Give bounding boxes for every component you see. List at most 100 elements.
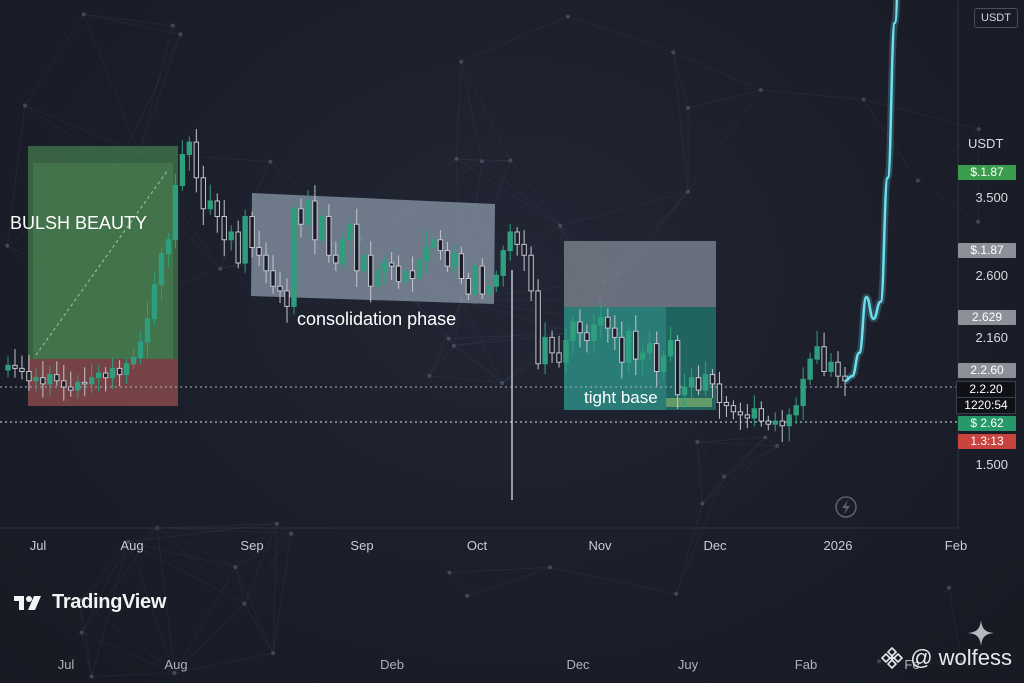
candle-body: [605, 316, 611, 329]
tradingview-logo-icon: [14, 595, 41, 610]
candle-body: [653, 343, 660, 373]
candle-body: [235, 231, 241, 264]
binance-diamond-icon: [881, 646, 904, 670]
candle-body: [354, 223, 360, 272]
candle-body: [765, 420, 771, 425]
candle-body: [123, 363, 130, 376]
candle-body: [395, 265, 402, 283]
candle-body: [563, 340, 569, 363]
x-tick-label: Sep: [350, 538, 374, 553]
candle-body: [26, 371, 32, 382]
candle-body: [12, 364, 18, 369]
stop-price-badge: 1.3:13: [958, 434, 1016, 449]
tradingview-logo: TradingView: [14, 591, 166, 614]
candle-body: [381, 262, 388, 272]
candle-body: [137, 341, 144, 359]
candle-body: [730, 405, 737, 413]
candle-body: [793, 405, 799, 416]
candle-body: [807, 358, 813, 380]
current-price-badge: 2.2.20: [956, 381, 1016, 398]
candle-body: [472, 265, 479, 295]
candle-body: [507, 231, 513, 252]
candle-body: [263, 254, 269, 272]
consolidation-box: [251, 193, 495, 304]
x-tick-label-secondary: Aug: [164, 657, 188, 672]
y-tick-label: 2.600: [975, 268, 1008, 283]
x-tick-label: Feb: [944, 538, 968, 553]
annotation-tight-base: tight base: [584, 388, 658, 407]
annotation-bullish-beauty: BULSH BEAUTY: [10, 213, 148, 233]
x-tick-label: 2026: [823, 538, 853, 553]
candle-body: [835, 361, 841, 377]
x-tick-label: Nov: [588, 538, 612, 553]
x-tick-label-secondary: Juy: [677, 657, 699, 672]
x-tick-label-secondary: Jul: [57, 657, 75, 672]
candle-body: [402, 270, 409, 283]
candle-body: [361, 254, 367, 272]
x-tick-label-secondary: Deb: [380, 657, 404, 672]
candle-body: [75, 381, 81, 391]
candle-body: [640, 352, 646, 360]
y-tick-label: 3.500: [975, 190, 1008, 205]
lightning-icon[interactable]: [835, 496, 857, 518]
candle-body: [591, 324, 597, 341]
candle-body: [61, 380, 67, 388]
unit-badge[interactable]: USDT: [974, 8, 1018, 28]
candle-body: [340, 239, 346, 264]
tight-base-shade: [666, 307, 716, 410]
candle-body: [179, 154, 186, 186]
candle-body: [772, 420, 778, 425]
candle-body: [416, 259, 423, 279]
candle-body: [221, 216, 227, 241]
candlestick-series: [5, 129, 848, 443]
candle-body: [368, 254, 374, 287]
candle-body: [737, 411, 744, 416]
candle-body: [388, 262, 395, 267]
candle-body: [814, 346, 820, 360]
candle-body: [228, 231, 234, 241]
candle-body: [667, 340, 674, 357]
candle-body: [598, 316, 604, 326]
candle-body: [674, 340, 681, 396]
candle-body: [479, 265, 486, 295]
candle-body: [800, 378, 806, 407]
candle-body: [681, 386, 688, 396]
candle-body: [144, 318, 151, 343]
candle-body: [165, 239, 172, 255]
candle-body: [312, 200, 318, 241]
candle-body: [68, 386, 74, 391]
candle-body: [702, 374, 709, 391]
candle-body: [633, 330, 639, 360]
candle-body: [716, 383, 723, 403]
x-tick-label-secondary: Fe: [904, 657, 920, 672]
candle-body: [200, 177, 207, 210]
candle-body: [821, 346, 827, 373]
candle-body: [437, 239, 444, 252]
candle-body: [374, 270, 381, 287]
projection-line: [844, 0, 899, 383]
author-watermark: @ wolfess: [880, 645, 1012, 671]
candle-body: [514, 231, 520, 245]
watermark-text: @ wolfess: [910, 645, 1012, 670]
candle-body: [95, 372, 102, 379]
candle-body: [409, 270, 416, 279]
candle-body: [291, 208, 297, 307]
candle-body: [660, 355, 667, 372]
candle-body: [54, 374, 60, 382]
candle-body: [535, 290, 541, 365]
brand-name: TradingView: [52, 591, 167, 613]
candle-body: [158, 253, 165, 286]
candle-body: [326, 216, 332, 256]
tight-base-bar: [666, 398, 712, 407]
candle-body: [89, 377, 95, 385]
candle-body: [130, 357, 137, 365]
candle-body: [612, 327, 618, 338]
candle-body: [695, 377, 702, 391]
x-tick-label-secondary: Dec: [566, 657, 590, 672]
candle-body: [284, 290, 290, 307]
candle-body: [214, 200, 220, 217]
candle-body: [47, 374, 53, 385]
annotation-consolidation: consolidation phase: [297, 309, 457, 329]
candle-body: [102, 372, 109, 379]
sparkle-icon: [968, 620, 994, 646]
